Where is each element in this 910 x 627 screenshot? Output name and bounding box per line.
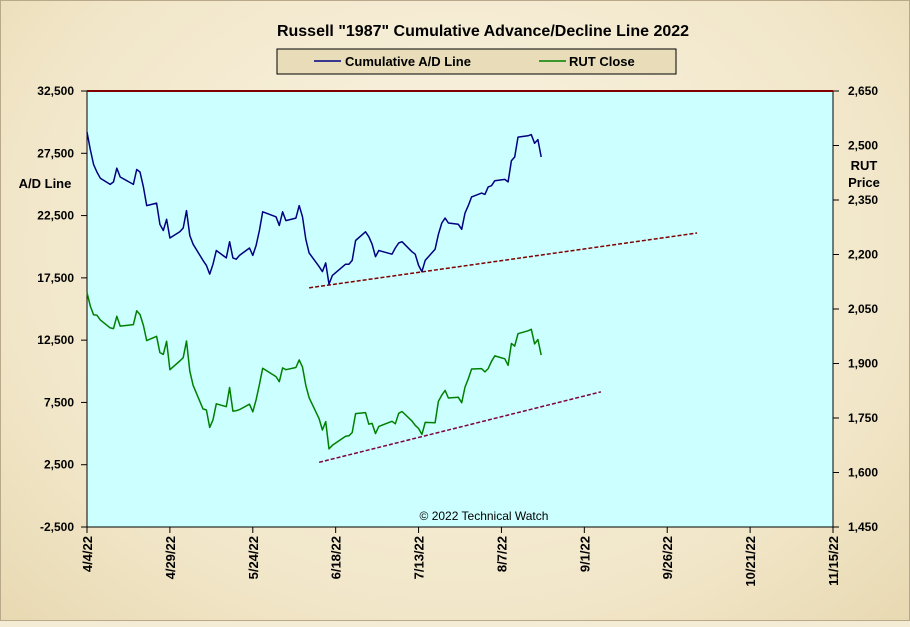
trendlines	[309, 232, 698, 464]
left-tick-label: 12,500	[37, 333, 74, 347]
x-tick-label: 4/29/22	[163, 536, 178, 579]
left-axis: -2,500 2,500 7,500 12,500 17,500 22,500 27,500…	[37, 84, 87, 534]
legend-label-ad-line: Cumulative A/D Line	[345, 54, 471, 69]
left-tick-label: 27,500	[37, 146, 74, 160]
right-tick-label: 1,600	[848, 466, 878, 480]
right-tick-label: 2,500	[848, 139, 878, 153]
right-tick-label: 2,650	[848, 84, 878, 98]
x-tick-label: 6/18/22	[329, 536, 344, 579]
right-axis: 1,450 1,600 1,750 1,900 2,050 2,200 2,350 2,500…	[833, 84, 878, 534]
chart-title: Russell "1987" Cumulative Advance/Declin…	[277, 23, 689, 40]
left-tick-label: -2,500	[40, 520, 74, 534]
legend: Cumulative A/D Line RUT Close	[276, 48, 677, 75]
x-tick-label: 8/7/22	[494, 536, 509, 572]
right-tick-label: 1,900	[848, 357, 878, 371]
right-tick-label: 1,750	[848, 411, 878, 425]
right-tick-label: 2,200	[848, 248, 878, 262]
left-tick-label: 22,500	[37, 209, 74, 223]
x-tick-label: 9/26/22	[660, 536, 675, 579]
trendline-rut-close	[318, 391, 602, 464]
right-axis-label-line1: RUT	[851, 158, 878, 173]
x-tick-label: 4/4/22	[80, 536, 95, 572]
left-tick-label: 7,500	[44, 395, 74, 409]
left-tick-label: 17,500	[37, 271, 74, 285]
x-tick-label: 11/15/22	[826, 536, 841, 586]
right-axis-label-line2: Price	[848, 175, 880, 190]
right-tick-label: 1,450	[848, 520, 878, 534]
copyright: © 2022 Technical Watch	[420, 509, 549, 523]
trendline-ad-line	[309, 232, 698, 289]
series-line-ad-line	[86, 131, 542, 285]
legend-label-rut-close: RUT Close	[569, 54, 635, 69]
left-tick-label: 2,500	[44, 458, 74, 472]
left-axis-label: A/D Line	[19, 176, 72, 191]
left-tick-label: 32,500	[37, 84, 74, 98]
x-tick-label: 7/13/22	[412, 536, 427, 579]
legend-box	[276, 48, 677, 75]
x-tick-label: 5/24/22	[246, 536, 261, 579]
x-tick-label: 10/21/22	[743, 536, 758, 587]
series-line-rut-close	[86, 292, 542, 450]
right-tick-label: 2,050	[848, 302, 878, 316]
series	[86, 131, 542, 450]
right-tick-label: 2,350	[848, 193, 878, 207]
x-axis: 4/4/22 4/29/22 5/24/22 6/18/22 7/13/22 8/7/22…	[80, 527, 841, 587]
x-tick-label: 9/1/22	[577, 536, 592, 572]
plot-area	[86, 90, 834, 528]
